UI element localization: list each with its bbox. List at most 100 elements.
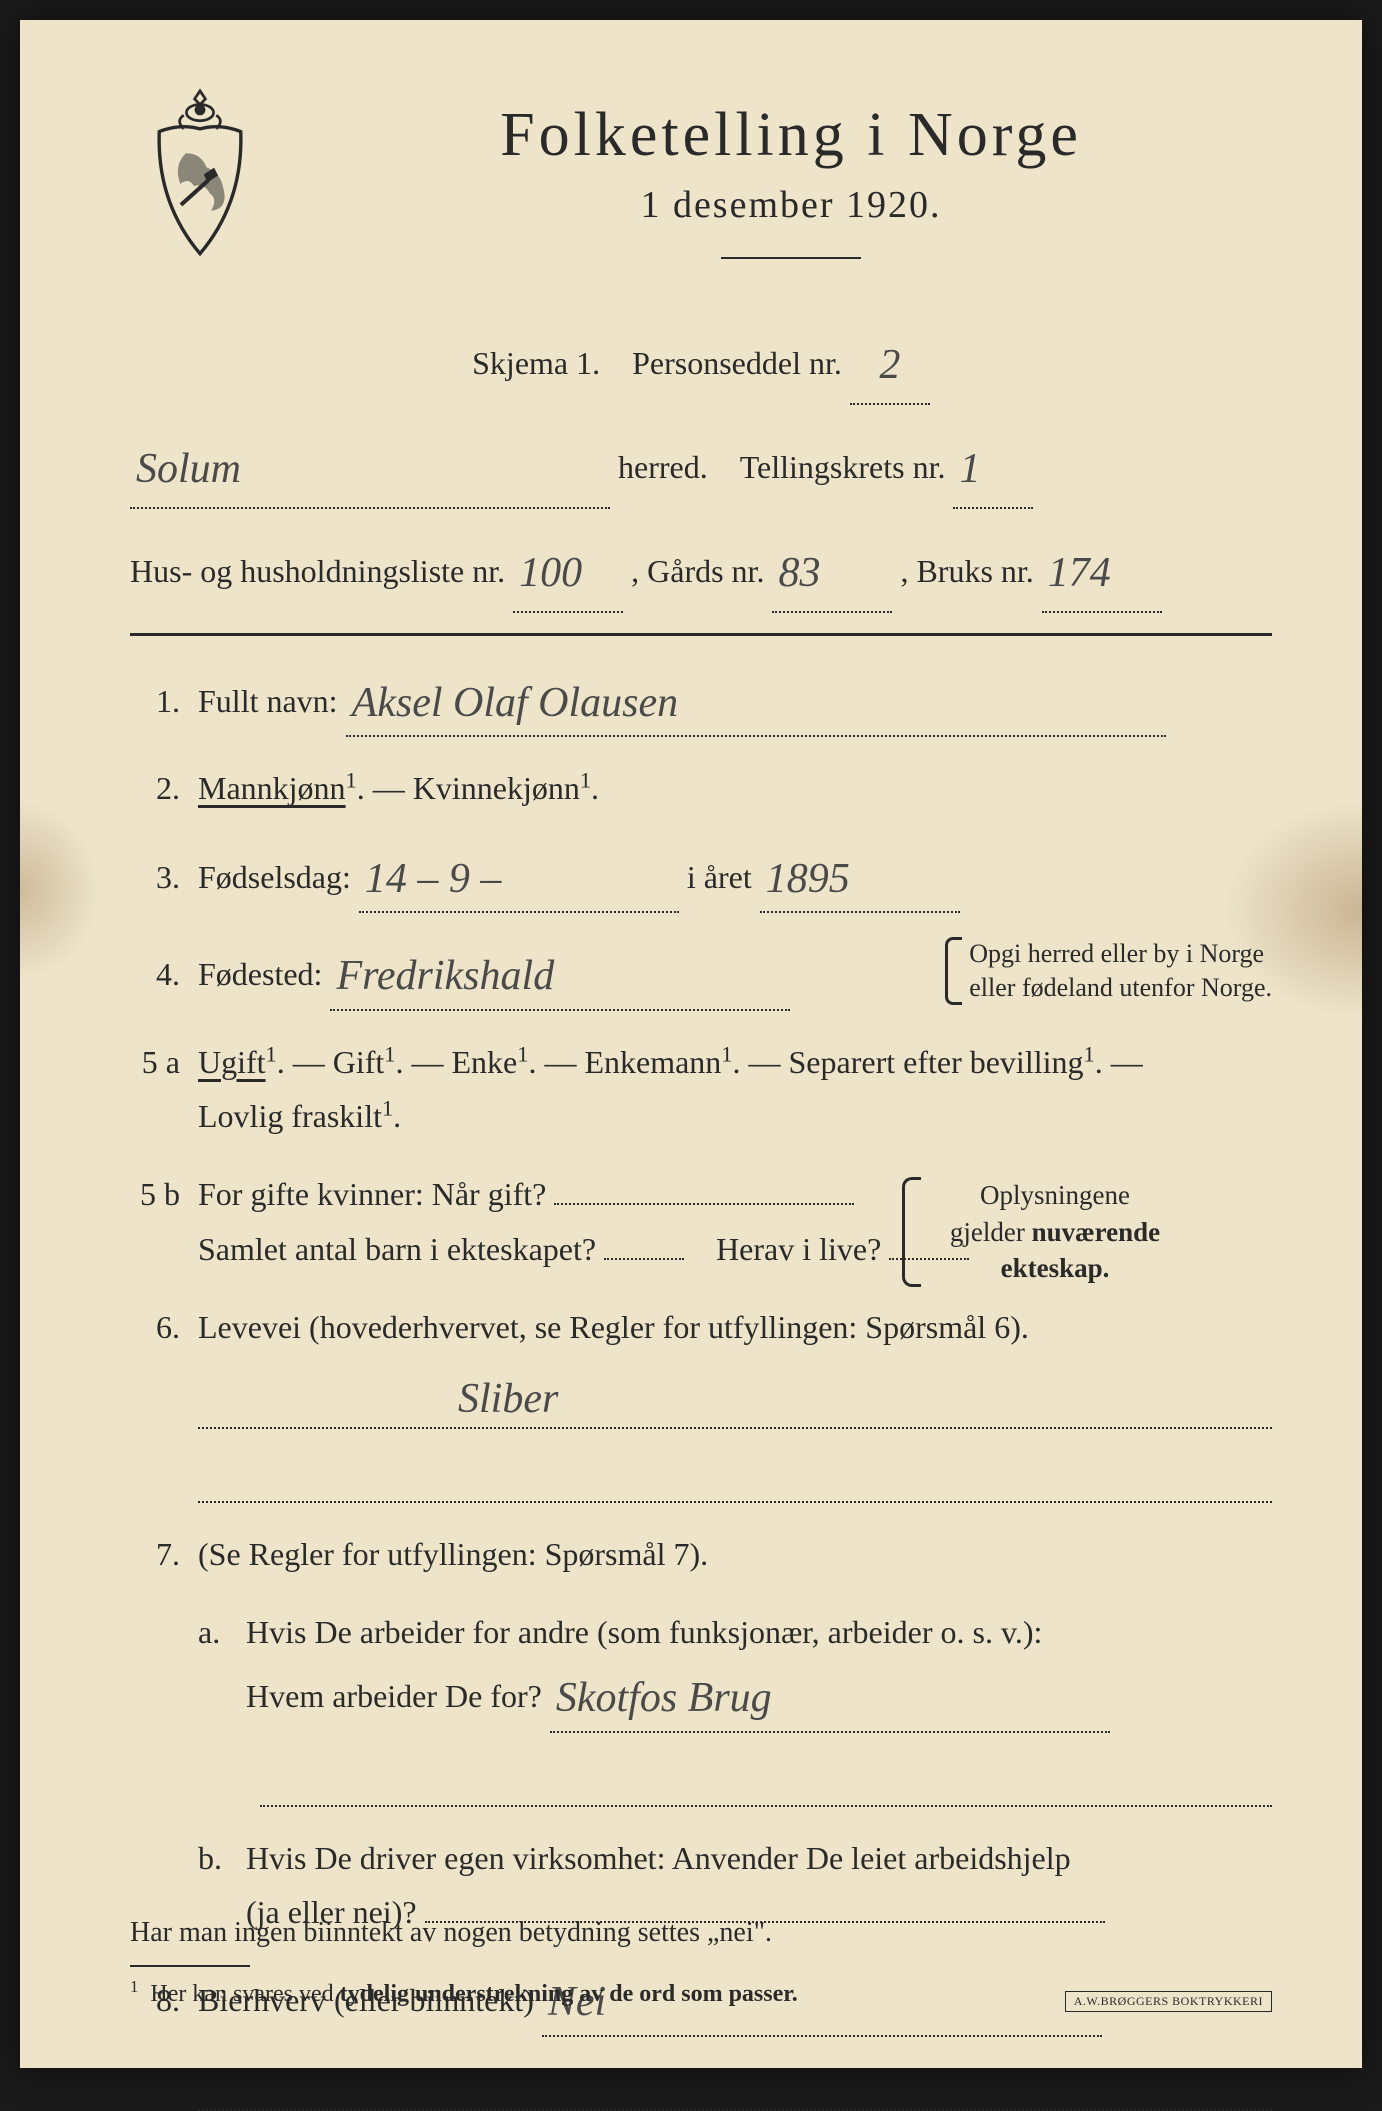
q1-label: Fullt navn: bbox=[198, 683, 338, 719]
q1-field: Aksel Olaf Olausen bbox=[346, 664, 1166, 737]
q4-num: 4. bbox=[130, 947, 180, 1001]
q7: 7. (Se Regler for utfyllingen: Spørsmål … bbox=[130, 1527, 1272, 1581]
q7a-field-2 bbox=[260, 1757, 1272, 1807]
q1-value: Aksel Olaf Olausen bbox=[352, 680, 679, 726]
gards-field: 83 bbox=[772, 527, 892, 613]
q6-field: Sliber bbox=[198, 1379, 1272, 1429]
footer: Har man ingen biinntekt av nogen betydni… bbox=[130, 1917, 1272, 2008]
husliste-label: Hus- og husholdningsliste nr. bbox=[130, 553, 505, 589]
q5b-l2: Samlet antal barn i ekteskapet? bbox=[198, 1231, 596, 1267]
footnote-num: 1 bbox=[130, 1977, 138, 1996]
tellingskrets-nr: 1 bbox=[959, 446, 980, 492]
personseddel-nr: 2 bbox=[879, 342, 900, 388]
q3: 3. Fødselsdag: 14 – 9 – i året 1895 bbox=[130, 840, 1272, 913]
footnote-rule bbox=[130, 1965, 250, 1967]
q6-field-2 bbox=[198, 1453, 1272, 1503]
footer-instruction: Har man ingen biinntekt av nogen betydni… bbox=[130, 1917, 1272, 1949]
q4-field: Fredrikshald bbox=[330, 937, 790, 1010]
q5b-sn3: ekteskap. bbox=[928, 1250, 1182, 1286]
q4-value: Fredrikshald bbox=[336, 953, 554, 999]
q5a-num: 5 a bbox=[130, 1035, 180, 1089]
printer-mark: A.W.BRØGGERS BOKTRYKKERI bbox=[1065, 1991, 1272, 2012]
skjema-line: Skjema 1. Personseddel nr. 2 bbox=[130, 319, 1272, 405]
bruks-field: 174 bbox=[1042, 527, 1162, 613]
subtitle: 1 desember 1920. bbox=[310, 183, 1272, 227]
q3-day-field: 14 – 9 – bbox=[359, 840, 679, 913]
q2-num: 2. bbox=[130, 761, 180, 815]
q5b-sn2: gjelder nuværende bbox=[928, 1214, 1182, 1250]
q2-dash: — bbox=[373, 770, 413, 806]
q7a-l1: Hvis De arbeider for andre (som funksjon… bbox=[246, 1614, 1042, 1650]
q3-year-label: i året bbox=[687, 859, 752, 895]
herred-field: Solum bbox=[130, 423, 610, 509]
q7-label: (Se Regler for utfyllingen: Spørsmål 7). bbox=[198, 1536, 708, 1572]
q5b-l1: For gifte kvinner: Når gift? bbox=[198, 1176, 546, 1212]
q3-num: 3. bbox=[130, 850, 180, 904]
title-block: Folketelling i Norge 1 desember 1920. bbox=[310, 80, 1272, 289]
personseddel-nr-field: 2 bbox=[850, 319, 930, 405]
q5a-opt5: Lovlig fraskilt bbox=[198, 1098, 382, 1134]
q5a-opt4: Separert efter bevilling bbox=[789, 1044, 1084, 1080]
husliste-nr: 100 bbox=[519, 550, 582, 596]
bruks-nr: 174 bbox=[1048, 550, 1111, 596]
personseddel-label: Personseddel nr. bbox=[632, 345, 842, 381]
q7a-letter: a. bbox=[198, 1605, 238, 1659]
q5a-opt3: Enkemann bbox=[584, 1044, 721, 1080]
q4-label: Fødested: bbox=[198, 956, 322, 992]
q5a-opt0: Ugift bbox=[198, 1044, 266, 1080]
q6: 6. Levevei (hovederhvervet, se Regler fo… bbox=[130, 1300, 1272, 1354]
q6-label: Levevei (hovederhvervet, se Regler for u… bbox=[198, 1309, 1029, 1345]
q5b-barn-field bbox=[604, 1258, 684, 1260]
q7a-l2: Hvem arbeider De for? bbox=[246, 1678, 542, 1714]
q2-kvinne: Kvinnekjønn bbox=[413, 770, 580, 806]
q5a-opt1: Gift bbox=[333, 1044, 385, 1080]
q3-day: 14 – 9 – bbox=[365, 856, 502, 902]
gards-nr: 83 bbox=[778, 550, 820, 596]
q4-note: Opgi herred eller by i Norge eller fødel… bbox=[945, 937, 1272, 1005]
herred-line: Solum herred. Tellingskrets nr. 1 bbox=[130, 423, 1272, 509]
q7a: a. Hvis De arbeider for andre (som funks… bbox=[130, 1605, 1272, 1733]
q3-year-field: 1895 bbox=[760, 840, 960, 913]
herred-label: herred. bbox=[618, 449, 708, 485]
q7b-l1: Hvis De driver egen virksomhet: Anvender… bbox=[246, 1840, 1071, 1876]
main-title: Folketelling i Norge bbox=[310, 100, 1272, 171]
husliste-field: 100 bbox=[513, 527, 623, 613]
census-form-page: Folketelling i Norge 1 desember 1920. Sk… bbox=[20, 20, 1362, 2068]
q5a-opt2: Enke bbox=[452, 1044, 518, 1080]
q3-year: 1895 bbox=[766, 856, 850, 902]
q3-label: Fødselsdag: bbox=[198, 859, 351, 895]
q5b-wrap: 5 b For gifte kvinner: Når gift? Samlet … bbox=[130, 1167, 1272, 1276]
q5b-sn1: Oplysningene bbox=[928, 1177, 1182, 1213]
q1-num: 1. bbox=[130, 674, 180, 728]
q4-note-l2: eller fødeland utenfor Norge. bbox=[969, 971, 1272, 1005]
q5b-l2b: Herav i live? bbox=[716, 1231, 881, 1267]
coat-of-arms-icon bbox=[130, 80, 270, 270]
husliste-line: Hus- og husholdningsliste nr. 100 , Gård… bbox=[130, 527, 1272, 613]
herred-value: Solum bbox=[136, 446, 241, 492]
title-divider bbox=[721, 257, 861, 259]
q1: 1. Fullt navn: Aksel Olaf Olausen bbox=[130, 664, 1272, 737]
paper-stain-left bbox=[20, 800, 100, 980]
q7-num: 7. bbox=[130, 1527, 180, 1581]
bruks-label: , Bruks nr. bbox=[900, 553, 1033, 589]
q2-mann: Mannkjønn bbox=[198, 770, 346, 806]
q2: 2. Mannkjønn1. — Kvinnekjønn1. bbox=[130, 761, 1272, 815]
q5b-gift-field bbox=[554, 1203, 854, 1205]
q5b-side-note: Oplysningene gjelder nuværende ekteskap. bbox=[902, 1177, 1182, 1286]
q5b-num: 5 b bbox=[130, 1167, 180, 1221]
tellingskrets-label: Tellingskrets nr. bbox=[740, 449, 946, 485]
tellingskrets-field: 1 bbox=[953, 423, 1033, 509]
section-divider bbox=[130, 633, 1272, 636]
q4: 4. Fødested: Fredrikshald Opgi herred el… bbox=[130, 937, 1272, 1010]
q7b-letter: b. bbox=[198, 1831, 238, 1885]
header: Folketelling i Norge 1 desember 1920. bbox=[130, 80, 1272, 289]
q7a-value: Skotfos Brug bbox=[556, 1675, 772, 1721]
q6-value: Sliber bbox=[458, 1375, 558, 1423]
q7a-field: Skotfos Brug bbox=[550, 1659, 1110, 1732]
q8-field-2 bbox=[198, 2061, 1272, 2111]
gards-label: , Gårds nr. bbox=[631, 553, 764, 589]
q2-sup2: 1 bbox=[580, 768, 591, 793]
skjema-label: Skjema 1. bbox=[472, 345, 600, 381]
q5a: 5 a Ugift1. — Gift1. — Enke1. — Enkemann… bbox=[130, 1035, 1272, 1144]
q6-num: 6. bbox=[130, 1300, 180, 1354]
